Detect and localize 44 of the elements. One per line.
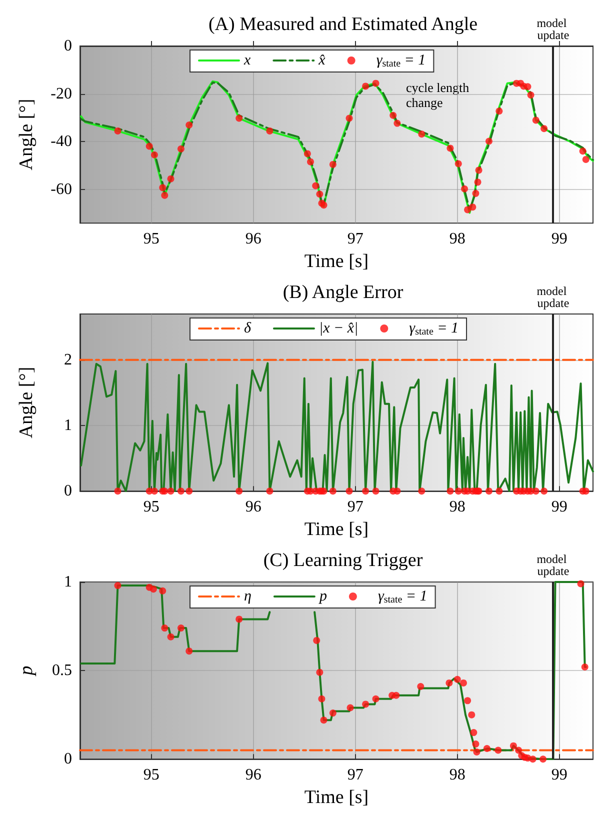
chart-title: (A) Measured and Estimated Angle (208, 14, 478, 35)
x-tick-label: 97 (347, 766, 364, 784)
y-tick-label: -20 (50, 85, 72, 102)
x-axis-title: Time [s] (304, 251, 369, 272)
x-tick-label: 95 (143, 766, 160, 784)
x-tick-label: 96 (245, 498, 262, 516)
y-tick-label: 1 (64, 417, 72, 434)
legend-label: x (243, 52, 251, 68)
legend-label: x̂ (318, 52, 326, 68)
legend-label: η (244, 588, 252, 604)
chart-title: (C) Learning Trigger (263, 550, 424, 571)
y-axis-title: p (16, 666, 37, 678)
x-tick-label: 97 (347, 230, 364, 248)
ref-line-label: model update (536, 284, 570, 310)
x-tick-label: 98 (449, 766, 466, 784)
ref-line-label: model update (536, 16, 570, 42)
x-tick-label: 98 (449, 230, 466, 248)
y-axis-title: Angle [°] (16, 366, 37, 438)
annotation: cycle length change (406, 80, 472, 110)
x-tick-label: 99 (551, 230, 568, 248)
y-tick-label: 0 (64, 750, 72, 768)
y-tick-label: -40 (50, 133, 72, 150)
x-tick-label: 95 (143, 230, 160, 248)
y-axis-title: Angle [°] (16, 98, 37, 170)
y-tick-label: 0 (64, 482, 72, 500)
ref-line-label: model update (536, 552, 570, 578)
x-tick-label: 95 (143, 498, 160, 516)
legend-label: δ (244, 320, 252, 336)
y-tick-label: 2 (64, 351, 72, 368)
y-tick-label: 1 (64, 574, 72, 590)
chart-title: (B) Angle Error (282, 282, 404, 303)
y-tick-label: 0.5 (52, 662, 72, 680)
legend-label: |x − x̂| (318, 320, 358, 336)
x-tick-label: 96 (245, 230, 262, 248)
x-axis-title: Time [s] (304, 787, 369, 808)
x-tick-label: 97 (347, 498, 364, 516)
x-tick-label: 99 (551, 498, 568, 516)
y-tick-label: 0 (64, 38, 72, 54)
x-axis-title: Time [s] (304, 519, 369, 540)
x-tick-label: 96 (245, 766, 262, 784)
x-tick-label: 98 (449, 498, 466, 516)
y-tick-label: -60 (50, 181, 72, 198)
legend-label: p (318, 588, 328, 604)
x-tick-label: 99 (551, 766, 568, 784)
